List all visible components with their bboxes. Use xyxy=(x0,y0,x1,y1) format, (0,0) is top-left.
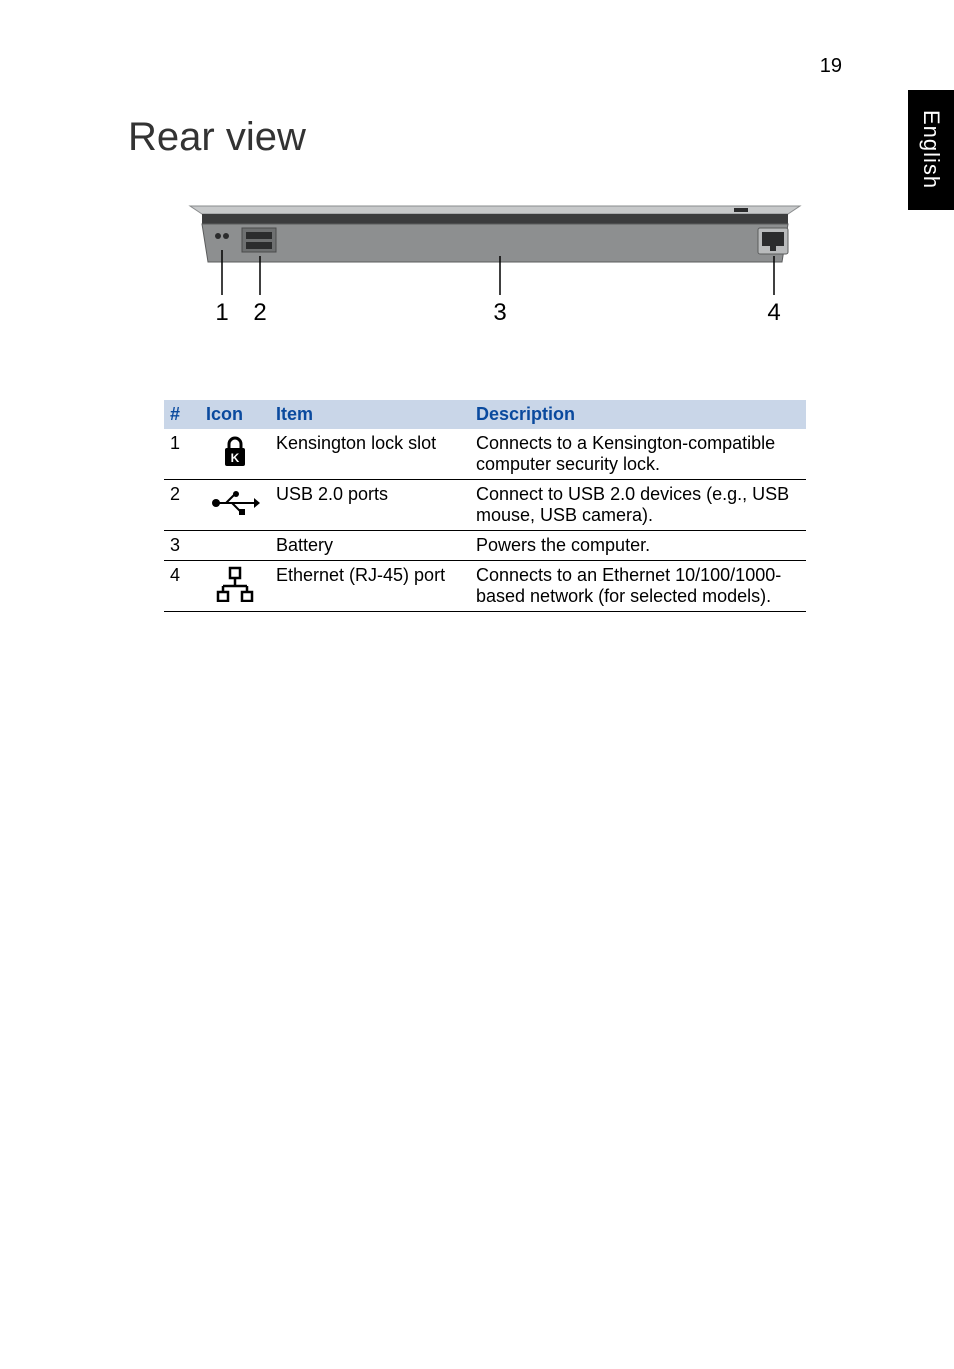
no-icon xyxy=(200,531,270,561)
page-number: 19 xyxy=(820,55,842,78)
callout-2: 2 xyxy=(253,299,266,326)
table-row: 4 Ethernet (RJ-45) port Connects to an E… xyxy=(164,561,806,612)
page-title: Rear view xyxy=(128,115,306,160)
table-row: 1 K Kensington lock slot Connects to a K… xyxy=(164,429,806,480)
row-item: Kensington lock slot xyxy=(270,429,470,480)
rear-view-diagram: 1 2 3 4 xyxy=(180,200,810,360)
row-num: 3 xyxy=(164,531,200,561)
row-desc: Connects to an Ethernet 10/100/1000-base… xyxy=(470,561,806,612)
row-desc: Connects to a Kensington-compatible comp… xyxy=(470,429,806,480)
callout-3: 3 xyxy=(493,299,506,326)
row-item: Battery xyxy=(270,531,470,561)
table-header-row: # Icon Item Description xyxy=(164,400,806,429)
callout-1: 1 xyxy=(215,299,228,326)
row-num: 4 xyxy=(164,561,200,612)
row-item: USB 2.0 ports xyxy=(270,480,470,531)
callout-4: 4 xyxy=(767,299,780,326)
header-num: # xyxy=(164,400,200,429)
header-item: Item xyxy=(270,400,470,429)
language-tab: English xyxy=(908,90,954,210)
row-desc: Powers the computer. xyxy=(470,531,806,561)
ethernet-icon xyxy=(200,561,270,612)
row-num: 2 xyxy=(164,480,200,531)
ports-table: # Icon Item Description 1 K Kensington l… xyxy=(164,400,806,612)
row-desc: Connect to USB 2.0 devices (e.g., USB mo… xyxy=(470,480,806,531)
row-num: 1 xyxy=(164,429,200,480)
usb-icon xyxy=(200,480,270,531)
header-desc: Description xyxy=(470,400,806,429)
table-row: 3 Battery Powers the computer. xyxy=(164,531,806,561)
row-item: Ethernet (RJ-45) port xyxy=(270,561,470,612)
svg-text:K: K xyxy=(231,451,240,465)
lock-icon: K xyxy=(200,429,270,480)
table-row: 2 USB 2.0 ports Connect to USB 2.0 devic… xyxy=(164,480,806,531)
header-icon: Icon xyxy=(200,400,270,429)
